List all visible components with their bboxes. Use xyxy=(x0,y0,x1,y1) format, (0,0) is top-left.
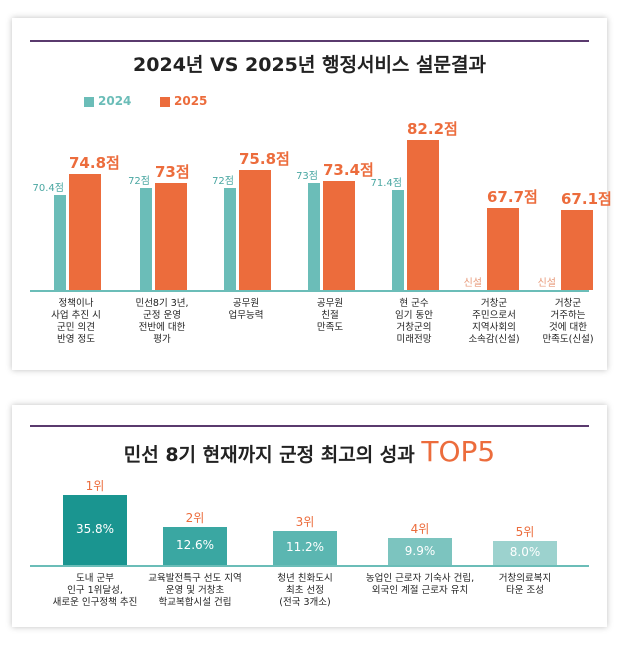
bar xyxy=(493,541,557,565)
percent-label: 35.8% xyxy=(75,522,115,536)
new-label: 신설 xyxy=(463,278,482,289)
rank-label: 5위 xyxy=(515,525,535,539)
bar xyxy=(63,495,127,565)
value-label-2025: 67.7점 xyxy=(487,187,538,206)
baseline xyxy=(30,290,589,292)
category-label: 농업인 근로자 기숙사 건립, 외국인 계절 근로자 유치 xyxy=(365,573,475,596)
baseline xyxy=(30,565,589,567)
category-label: 공무원 친절 만족도 xyxy=(316,298,344,333)
legend-label: 2024 xyxy=(98,94,132,108)
bar xyxy=(273,531,337,565)
chart-title: 2024년 VS 2025년 행정서비스 설문결과 xyxy=(133,54,486,76)
bar xyxy=(388,538,452,565)
legend-swatch xyxy=(84,96,94,107)
bar-2025 xyxy=(239,169,271,290)
bar-2024 xyxy=(392,190,404,290)
title-rule xyxy=(30,40,589,42)
percent-label: 8.0% xyxy=(509,545,541,559)
rank-label: 1위 xyxy=(85,479,105,493)
category-label: 공무원 업무능력 xyxy=(228,298,264,321)
bar-2024 xyxy=(54,194,66,290)
chart-title-accent: TOP5 xyxy=(421,435,496,468)
value-label-2024: 72점 xyxy=(212,175,234,187)
bar-2025 xyxy=(407,140,439,290)
value-label-2025: 67.1점 xyxy=(561,190,612,209)
value-label-2025: 75.8점 xyxy=(239,149,290,168)
title-rule xyxy=(30,425,589,427)
value-label-2025: 74.8점 xyxy=(69,154,120,173)
category-label: 거창군 주민으로서 지역사회의 소속감(신설) xyxy=(468,298,520,345)
value-label-2024: 70.4점 xyxy=(32,182,64,194)
percent-label: 12.6% xyxy=(175,538,215,552)
chart-title: 민선 8기 현재까지 군정 최고의 성과 TOP5 xyxy=(12,435,607,468)
bar-2024 xyxy=(224,187,236,290)
percent-label: 9.9% xyxy=(404,543,436,558)
bar-2025 xyxy=(561,210,593,290)
bar-2025 xyxy=(487,207,519,290)
category-label: 정책이나 사업 추진 시 군민 의견 반영 정도 xyxy=(51,298,101,345)
bar-2025 xyxy=(69,174,101,290)
rank-label: 4위 xyxy=(410,522,430,536)
category-label: 현 군수 임기 동안 거창군의 미래전망 xyxy=(395,298,433,345)
bar xyxy=(163,527,227,565)
value-label-2025: 73점 xyxy=(155,162,190,181)
bar-2024 xyxy=(308,182,320,290)
category-label: 민선8기 3년, 군정 운영 전반에 대한 평가 xyxy=(135,298,189,345)
legend-label: 2025 xyxy=(174,94,208,108)
value-label-2025: 82.2점 xyxy=(407,120,458,138)
percent-label: 11.2% xyxy=(285,540,325,554)
survey-chart-card: 2024년 VS 2025년 행정서비스 설문결과 2024 2025 정책이나… xyxy=(12,18,612,370)
chart-title-text: 민선 8기 현재까지 군정 최고의 성과 xyxy=(123,444,415,466)
bar-2024 xyxy=(140,187,152,290)
bar-2025 xyxy=(323,180,355,290)
rank-label: 2위 xyxy=(185,511,205,525)
new-label: 신설 xyxy=(537,278,556,289)
category-label: 거창군 거주하는 것에 대한 만족도(신설) xyxy=(542,298,594,345)
rank-label: 3위 xyxy=(295,515,315,529)
category-label: 도내 군부 인구 1위달성, 새로운 인구정책 추진 xyxy=(52,573,138,608)
legend-swatch xyxy=(160,96,170,107)
legend-2024: 2024 xyxy=(84,94,131,108)
category-label: 거창의료복지 타운 조성 xyxy=(498,573,552,596)
value-label-2025: 73.4점 xyxy=(323,160,374,179)
bar-2025 xyxy=(155,182,187,290)
legend-2025: 2025 xyxy=(160,94,207,108)
category-label: 청년 친화도시 최초 선정 (전국 3개소) xyxy=(277,573,333,608)
value-label-2024: 71.4점 xyxy=(370,178,402,190)
category-label: 교육발전특구 선도 지역 운영 및 거창초 학교복합시설 건립 xyxy=(148,573,242,608)
value-label-2024: 73점 xyxy=(296,170,318,182)
value-label-2024: 72점 xyxy=(128,175,150,187)
